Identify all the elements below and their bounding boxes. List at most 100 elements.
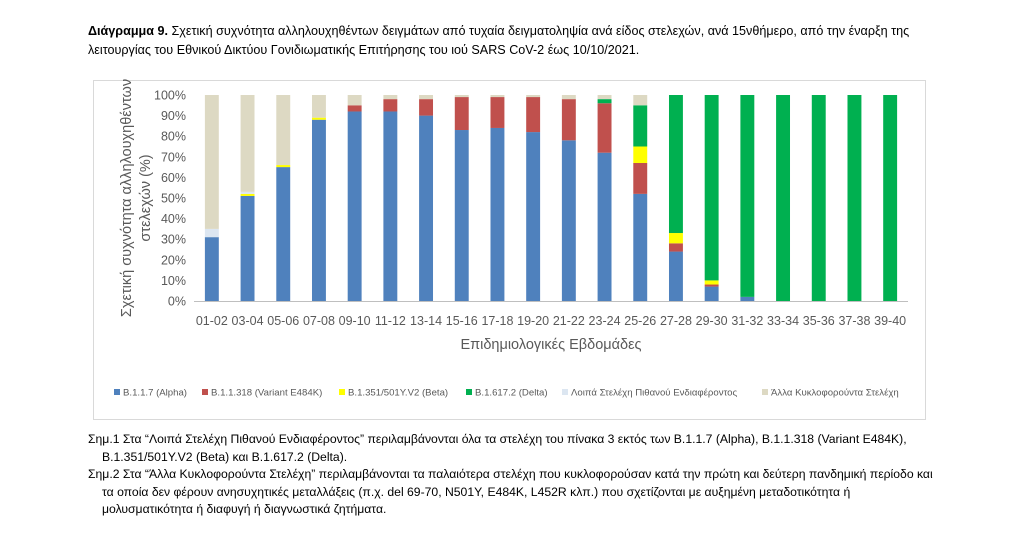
legend-label: B.1.1.7 (Alpha) xyxy=(123,388,187,399)
bar-segment-17-18-s0 xyxy=(490,127,505,302)
bar-segment-29-30-s0 xyxy=(704,286,719,301)
x-tick-label: 15-16 xyxy=(446,314,478,328)
legend-swatch xyxy=(466,389,472,395)
bar-segment-25-26-s0 xyxy=(633,193,648,301)
bar-segment-01-02-s0 xyxy=(204,237,219,301)
bar-segment-09-10-s0 xyxy=(347,111,362,301)
y-tick-label: 70% xyxy=(161,150,186,164)
x-tick-label: 25-26 xyxy=(624,314,656,328)
bar-segment-11-12-s1 xyxy=(383,99,398,112)
x-tick-label: 27-28 xyxy=(660,314,692,328)
y-axis-ticks: 0% 10% 20% 30% 40% 50% 60% 70% 80% 90% 100% xyxy=(154,89,186,309)
x-tick-label: 37-38 xyxy=(838,314,870,328)
bar-segment-27-28-s3 xyxy=(668,95,683,234)
y-axis-title: Σχετική συχνότητα αλληλουχηθέντων στελεχώ… xyxy=(119,79,154,317)
bar-segment-21-22-s0 xyxy=(561,140,576,301)
x-tick-label: 11-12 xyxy=(375,314,406,328)
bar-segment-07-08-s0 xyxy=(311,119,326,301)
bar-segment-23-24-s1 xyxy=(597,103,612,153)
x-axis-ticks: 01-02 03-04 05-06 07-08 09-10 11-12 13-14 15-16… xyxy=(196,314,906,328)
y-tick-label: 90% xyxy=(161,109,186,123)
legend-label: Λοιπά Στελέχη Πιθανού Ενδιαφέροντος xyxy=(571,388,737,399)
bar-segment-31-32-s0 xyxy=(740,296,755,301)
bar-segment-19-20-s5 xyxy=(526,95,541,98)
bar-segment-33-34-s3 xyxy=(776,95,791,301)
legend: B.1.1.7 (Alpha) B.1.1.318 (Variant E484K)… xyxy=(114,388,899,399)
bar-segment-17-18-s5 xyxy=(490,95,505,98)
legend-label: Άλλα Κυκλοφορούντα Στελέχη xyxy=(771,388,899,399)
bar-segment-23-24-s0 xyxy=(597,152,612,301)
bar-segment-29-30-s2 xyxy=(704,280,719,285)
bar-segment-03-04-s0 xyxy=(240,195,255,301)
bar-segment-13-14-s5 xyxy=(419,95,434,100)
bar-segment-11-12-s5 xyxy=(383,95,398,100)
bar-segment-25-26-s2 xyxy=(633,146,648,163)
bar-segment-07-08-s5 xyxy=(311,95,326,118)
legend-swatch xyxy=(114,389,120,395)
bar-segment-07-08-s2 xyxy=(311,117,326,120)
bar-segment-03-04-s2 xyxy=(240,193,255,196)
x-tick-label: 29-30 xyxy=(696,314,728,328)
x-tick-label: 07-08 xyxy=(303,314,335,328)
bar-segment-19-20-s1 xyxy=(526,97,541,133)
legend-swatch xyxy=(562,389,568,395)
bar-segment-23-24-s5 xyxy=(597,95,612,100)
bar-segment-05-06-s2 xyxy=(276,165,291,168)
y-tick-label: 50% xyxy=(161,192,186,206)
x-tick-label: 21-22 xyxy=(553,314,585,328)
bar-segment-13-14-s0 xyxy=(419,115,434,301)
note-1: Σημ.1 Στα “Λοιπά Στελέχη Πιθανού Ενδιαφέ… xyxy=(88,432,907,464)
x-tick-label: 19-20 xyxy=(517,314,549,328)
legend-label: B.1.351/501Y.V2 (Beta) xyxy=(348,388,448,399)
bars-group xyxy=(204,95,898,302)
bar-segment-01-02-s4 xyxy=(204,228,219,238)
y-tick-label: 80% xyxy=(161,130,186,144)
x-tick-label: 31-32 xyxy=(731,314,763,328)
bar-segment-13-14-s1 xyxy=(419,99,434,116)
bar-segment-15-16-s5 xyxy=(454,95,469,98)
bar-segment-27-28-s1 xyxy=(668,243,683,252)
bar-segment-05-06-s0 xyxy=(276,167,291,301)
bar-segment-03-04-s4 xyxy=(240,191,255,194)
y-tick-label: 30% xyxy=(161,233,186,247)
bar-segment-09-10-s1 xyxy=(347,105,362,112)
legend-swatch xyxy=(339,389,345,395)
bar-segment-29-30-s1 xyxy=(704,284,719,287)
bar-segment-27-28-s2 xyxy=(668,233,683,244)
y-tick-label: 20% xyxy=(161,253,186,267)
bar-segment-25-26-s1 xyxy=(633,162,648,194)
x-tick-label: 17-18 xyxy=(481,314,513,328)
bar-segment-27-28-s0 xyxy=(668,251,683,301)
bar-segment-21-22-s1 xyxy=(561,99,576,141)
y-tick-label: 100% xyxy=(154,89,186,103)
legend-swatch xyxy=(202,389,208,395)
bar-segment-35-36-s3 xyxy=(811,95,826,301)
x-tick-label: 01-02 xyxy=(196,314,228,328)
legend-label: B.1.617.2 (Delta) xyxy=(475,388,548,399)
x-tick-label: 03-04 xyxy=(232,314,264,328)
x-tick-label: 33-34 xyxy=(767,314,799,328)
bar-segment-05-06-s5 xyxy=(276,95,291,166)
bar-segment-11-12-s0 xyxy=(383,111,398,301)
x-tick-label: 39-40 xyxy=(874,314,906,328)
y-tick-label: 40% xyxy=(161,212,186,226)
bar-segment-15-16-s0 xyxy=(454,130,469,301)
bar-segment-37-38-s3 xyxy=(847,95,862,301)
bar-segment-39-40-s3 xyxy=(883,95,898,301)
bar-segment-29-30-s3 xyxy=(704,95,719,281)
note-2: Σημ.2 Στα “Άλλα Κυκλοφορούντα Στελέχη” π… xyxy=(88,467,933,517)
bar-segment-25-26-s3 xyxy=(633,105,648,147)
bar-segment-09-10-s5 xyxy=(347,95,362,106)
bar-segment-21-22-s5 xyxy=(561,95,576,100)
x-tick-label: 35-36 xyxy=(803,314,835,328)
x-axis-title: Επιδημιολογικές Εβδομάδες xyxy=(460,337,641,353)
y-tick-label: 0% xyxy=(168,295,186,309)
chart-frame xyxy=(93,80,926,420)
bar-segment-15-16-s1 xyxy=(454,97,469,131)
bar-segment-03-04-s5 xyxy=(240,95,255,192)
y-tick-label: 60% xyxy=(161,171,186,185)
bar-segment-23-24-s3 xyxy=(597,99,612,104)
legend-swatch xyxy=(762,389,768,395)
x-tick-label: 13-14 xyxy=(410,314,442,328)
